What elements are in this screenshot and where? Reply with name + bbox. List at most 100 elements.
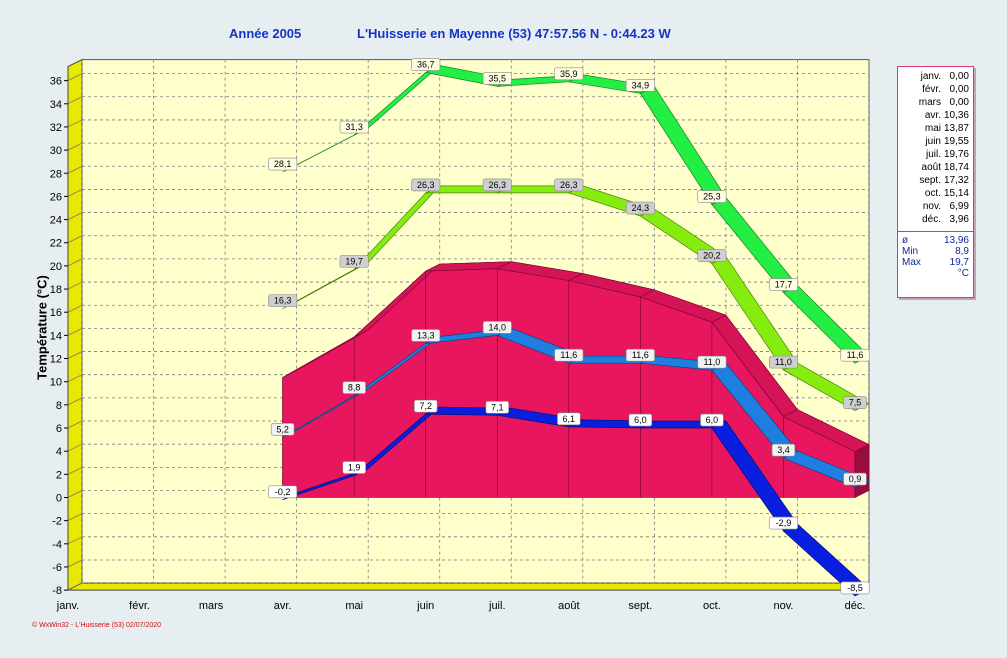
data-label: 35,9 xyxy=(560,69,578,79)
legend-month: juin xyxy=(925,136,941,147)
data-label: 0,9 xyxy=(849,474,862,484)
grid-tick-side xyxy=(67,420,83,429)
grid-tick-side xyxy=(67,119,83,128)
data-label-box xyxy=(843,396,867,409)
data-label: 26,3 xyxy=(560,180,578,190)
legend-month: déc. xyxy=(922,214,941,225)
grid-tick-side xyxy=(67,73,83,81)
data-label: 34,9 xyxy=(632,80,650,90)
grid-tick-side xyxy=(67,96,83,105)
x-tick-label: janv. xyxy=(56,600,79,612)
legend-month: avr. xyxy=(924,110,941,121)
data-label: 7,5 xyxy=(849,398,862,408)
data-label-box xyxy=(268,294,298,308)
data-label: 35,5 xyxy=(489,73,507,83)
data-label-box xyxy=(840,348,870,362)
data-label-box xyxy=(342,461,366,474)
plot-side-wall xyxy=(67,58,83,591)
legend-row: déc. 3,96 xyxy=(898,213,973,226)
station-title: L'Huisserie en Mayenne (53) 47:57.56 N -… xyxy=(357,26,671,41)
y-tick-labels: -8-6-4-202468101214161820222426283032343… xyxy=(50,76,68,597)
legend-value: 3,96 xyxy=(949,214,969,225)
data-label: 14,0 xyxy=(489,322,507,332)
legend-row: avr. 10,36 xyxy=(898,109,973,122)
legend-value: 19,76 xyxy=(943,149,969,160)
data-label-box xyxy=(771,443,796,457)
legend-month: nov. xyxy=(922,201,941,212)
x-tick-label: août xyxy=(558,600,579,612)
data-label-box xyxy=(342,381,366,394)
legend-value: 0,00 xyxy=(949,71,969,82)
x-tick-label: sept. xyxy=(628,600,652,612)
legend-row: mai 13,87 xyxy=(898,122,973,135)
data-label-box xyxy=(697,249,727,262)
grid-tick-side xyxy=(67,189,83,197)
legend-stat-row: ø 13,96 xyxy=(898,235,973,246)
grid-tick-side xyxy=(67,281,83,290)
legend-value: 0,00 xyxy=(949,84,969,95)
legend-row: août 18,74 xyxy=(898,161,973,174)
data-label-box xyxy=(339,255,369,268)
data-label-box xyxy=(268,485,298,499)
data-label-box xyxy=(628,413,653,427)
data-label: 31,3 xyxy=(345,122,363,132)
grid-tick-side xyxy=(67,559,83,568)
y-tick-label: 26 xyxy=(50,191,62,203)
data-label: 8,8 xyxy=(348,383,361,393)
grid-tick-side xyxy=(67,397,83,406)
legend-stat-value: 19,7 xyxy=(949,257,969,268)
grid-tick-side xyxy=(67,582,83,591)
legend-month: févr. xyxy=(922,84,941,95)
legend-value: 15,14 xyxy=(943,188,969,199)
y-tick-label: 20 xyxy=(50,261,62,273)
x-tick-label: févr. xyxy=(129,600,150,612)
grid-tick-side xyxy=(67,374,83,383)
grid-tick-side xyxy=(67,536,83,545)
legend-stat-row: Min 8,9 xyxy=(898,246,973,257)
footer-credit: © WxWin32 - L'Huisserie (53) 02/07/2020 xyxy=(32,622,162,629)
data-label: 6,1 xyxy=(563,414,576,424)
y-tick-label: -4 xyxy=(52,539,62,551)
data-label-box xyxy=(482,72,512,85)
grid-tick-side xyxy=(67,235,83,244)
data-label-box xyxy=(411,329,441,342)
y-tick-label: 30 xyxy=(50,145,62,157)
data-label-box xyxy=(270,422,295,436)
data-label: 6,0 xyxy=(634,415,647,425)
data-label: 24,3 xyxy=(632,203,650,213)
y-tick-label: 18 xyxy=(50,284,62,296)
data-label: 1,9 xyxy=(348,462,361,472)
data-label-box xyxy=(840,581,870,595)
grid-tick-side xyxy=(67,212,83,220)
year-title: Année 2005 xyxy=(229,26,302,41)
legend-month: janv. xyxy=(920,71,941,82)
y-tick-label: 4 xyxy=(56,446,62,458)
area-end-cap xyxy=(854,444,870,498)
data-label: 7,2 xyxy=(419,401,432,411)
y-tick-label: 14 xyxy=(50,330,62,342)
monthly-values-legend: janv. 0,00 févr. 0,00 mars 0,00 avr. 10,36 mai 13… xyxy=(897,66,974,298)
legend-value: 6,99 xyxy=(949,201,969,212)
data-label: 25,3 xyxy=(703,192,721,202)
data-label-box xyxy=(554,178,584,192)
y-tick-label: 16 xyxy=(50,307,62,319)
legend-row: nov. 6,99 xyxy=(898,200,973,213)
grid-tick-side xyxy=(67,258,83,267)
legend-row: janv. 0,00 xyxy=(898,70,973,83)
legend-value: 18,74 xyxy=(943,162,969,173)
legend-month: oct. xyxy=(924,188,941,199)
x-tick-label: juil. xyxy=(488,600,506,612)
x-tick-label: juin xyxy=(416,600,434,612)
y-tick-label: 28 xyxy=(50,168,62,180)
grid-tick-side xyxy=(67,165,83,174)
data-label-box xyxy=(554,67,584,81)
x-tick-label: oct. xyxy=(703,600,721,612)
data-label-box xyxy=(414,399,438,413)
y-tick-label: 10 xyxy=(50,377,62,389)
data-label: 20,2 xyxy=(703,251,721,261)
legend-value: 17,32 xyxy=(943,175,969,186)
data-label: 5,2 xyxy=(276,424,289,434)
data-labels: 28,1 31,3 36,7 35,5 35,9 34,9 25,3 17,7 11,6 16,3… xyxy=(268,58,870,595)
data-label-box xyxy=(482,321,512,334)
